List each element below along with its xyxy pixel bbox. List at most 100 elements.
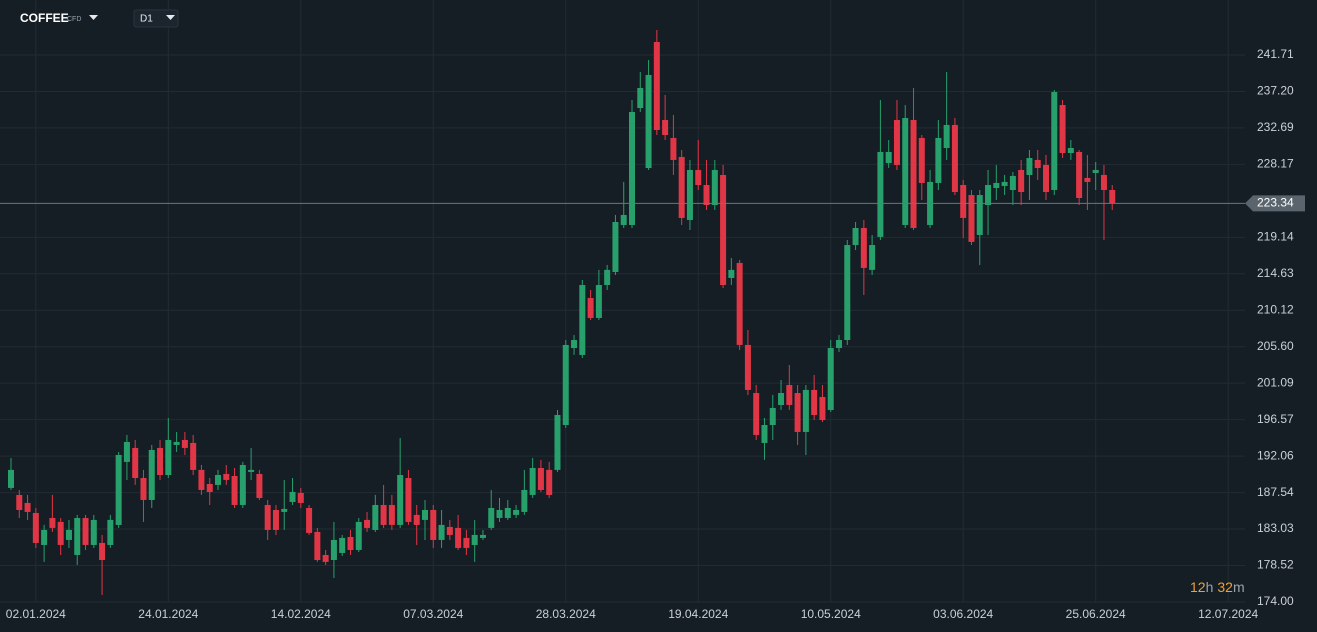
symbol[interactable]: COFFEE [20, 11, 69, 25]
candle-body [173, 441, 180, 445]
instrument-type: CFD [67, 16, 81, 23]
candle-body [910, 119, 917, 228]
candle-body [215, 475, 221, 485]
timeframe-box[interactable] [133, 9, 179, 28]
candle-body [1018, 169, 1025, 193]
candle-body [736, 262, 743, 345]
timeframe-dropdown[interactable] [166, 15, 175, 20]
candle-body [976, 195, 983, 235]
countdown-minutes: 32 [1217, 579, 1233, 595]
candle-body [761, 425, 768, 443]
candle-body [24, 502, 31, 512]
y-tick-label: 174.00 [1257, 594, 1294, 608]
candle-body [1059, 105, 1066, 154]
candle-body [604, 269, 611, 286]
axes: 174.00 178.52 183.03 187.54 192.06 196.57 201.… [6, 47, 1305, 621]
candle-body [289, 491, 296, 502]
y-tick-label: 214.63 [1257, 266, 1294, 280]
countdown-minutes-unit: m [1233, 579, 1245, 595]
candle-body [206, 483, 213, 492]
candle-body [388, 504, 395, 525]
y-tick-label: 241.71 [1257, 47, 1294, 61]
candle-body [74, 517, 81, 555]
candle-body [629, 111, 635, 225]
candle-body [686, 169, 693, 220]
candle-body [1009, 175, 1016, 191]
candle-body [272, 509, 279, 530]
candle-body [132, 447, 139, 478]
candle-body [364, 519, 371, 528]
x-tick-label: 19.04.2024 [668, 607, 728, 621]
candle-body [1109, 190, 1116, 204]
candle-body [330, 539, 337, 560]
candle-body [355, 521, 362, 550]
candle-body [844, 245, 851, 341]
y-tick-label: 201.09 [1257, 375, 1294, 389]
candles [0, 29, 1245, 595]
candle-body [521, 489, 528, 512]
candle-body [8, 469, 14, 488]
candle-body [579, 285, 586, 355]
candle-body [902, 118, 909, 225]
candle-body [190, 442, 197, 470]
candle-body [852, 227, 859, 246]
candle-body [703, 184, 710, 206]
candle-body [893, 119, 900, 165]
candle-body [637, 87, 644, 109]
candle-body [595, 285, 602, 318]
last-price-tag [1245, 195, 1305, 212]
x-tick-label: 03.06.2024 [933, 607, 993, 621]
candle-body [960, 184, 967, 218]
candle-body [943, 124, 950, 148]
countdown-hours: 12 [1190, 579, 1206, 595]
candle-body [1026, 158, 1033, 175]
candle-body [711, 169, 718, 206]
y-tick-label: 196.57 [1257, 412, 1294, 426]
candle-body [422, 509, 428, 520]
candle-body [397, 475, 404, 525]
candle-body [1092, 169, 1099, 173]
candle-body [446, 526, 453, 535]
x-tick-label: 24.01.2024 [138, 607, 198, 621]
candle-body [778, 393, 785, 405]
candle-body [107, 519, 114, 545]
candle-body [281, 508, 288, 512]
candle-body [41, 529, 48, 545]
candle-body [297, 492, 304, 503]
candle-body [16, 494, 23, 510]
candle-body [82, 517, 89, 545]
candle-body [198, 469, 205, 490]
candle-body [430, 509, 437, 540]
candle-body [968, 195, 975, 242]
candle-body [347, 536, 354, 550]
y-tick-label: 178.52 [1257, 558, 1294, 572]
candle-body [670, 137, 677, 160]
candle-body [49, 517, 56, 528]
candle-body [695, 169, 702, 185]
candle-body [993, 182, 1000, 188]
candle-body [239, 464, 246, 505]
candle-body [1034, 159, 1041, 169]
x-tick-label: 25.06.2024 [1066, 607, 1126, 621]
y-tick-label: 187.54 [1257, 485, 1294, 499]
candle-body [322, 554, 329, 562]
candle-body [463, 537, 470, 548]
candle-body [496, 509, 503, 518]
candle-body [819, 396, 826, 420]
timeframe[interactable]: D1 [140, 14, 153, 25]
y-tick-label: 192.06 [1257, 448, 1294, 462]
candle-body [985, 184, 992, 206]
candle-body [123, 441, 130, 462]
candle-body [157, 447, 164, 476]
candle-body [678, 156, 685, 218]
x-tick-label: 12.07.2024 [1198, 607, 1258, 621]
candle-body [65, 529, 72, 540]
symbol-dropdown[interactable] [89, 15, 98, 20]
candle-body [554, 414, 561, 470]
candle-body [645, 74, 652, 169]
candle-body [1084, 177, 1091, 182]
candle-body [620, 214, 627, 225]
candle-body [885, 151, 892, 164]
candle-body [99, 542, 106, 560]
